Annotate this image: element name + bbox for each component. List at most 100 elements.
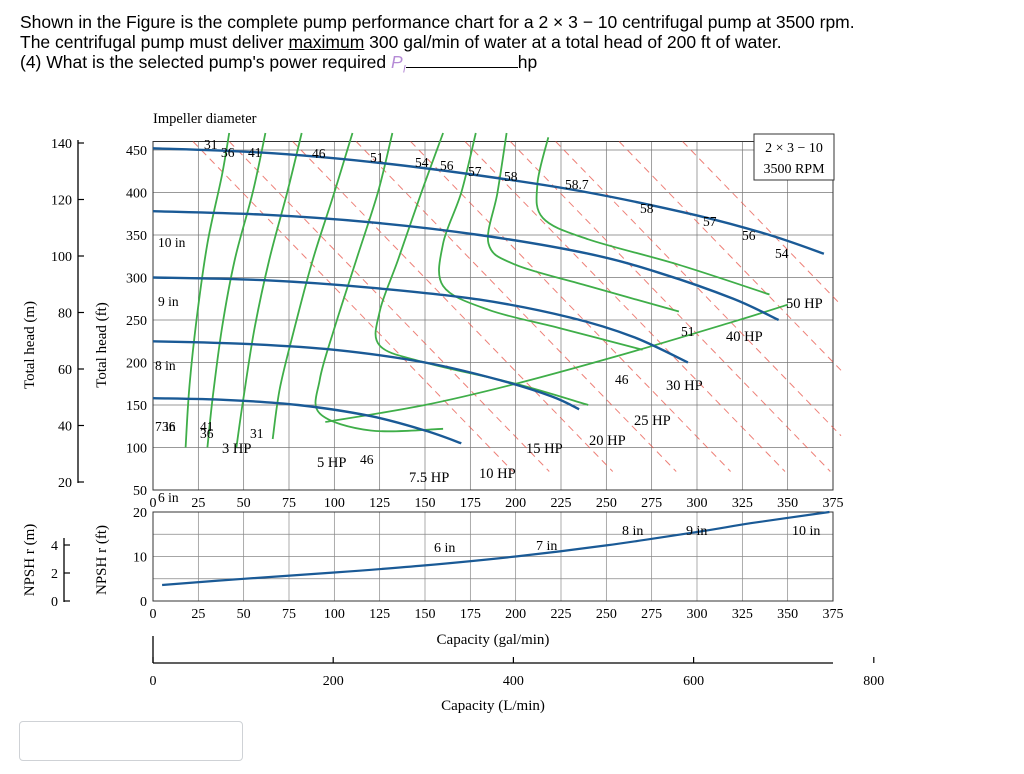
y-tick-ft: 200 <box>126 357 147 372</box>
npsh-r-curve <box>162 510 830 587</box>
power-label-25-HP: 25 HP <box>634 413 671 429</box>
efficiency-label-41: 41 <box>200 419 214 434</box>
power-line-3 <box>292 141 614 472</box>
x-tick-label: 375 <box>823 496 844 511</box>
npsh-tick-ft: 20 <box>133 506 147 521</box>
efficiency-label-31: 31 <box>204 137 218 152</box>
npsh-label: 9 in <box>686 524 707 539</box>
y-tick-ft: 450 <box>126 144 147 159</box>
efficiency-label-31: 31 <box>250 426 264 441</box>
y-tick-ft: 250 <box>126 314 147 329</box>
npsh-curve <box>162 510 830 587</box>
x-axis-label-lmin: Capacity (L/min) <box>441 698 545 714</box>
model-box <box>753 133 835 181</box>
power-label-50-HP: 50 HP <box>786 296 823 312</box>
question-line-3: (4) What is the selected pump's power re… <box>20 52 1010 80</box>
power-label-15-HP: 15 HP <box>526 441 563 457</box>
power-label-5-HP: 5 HP <box>317 455 346 471</box>
chart-title: Impeller diameter <box>153 111 257 127</box>
npsh-axis-label-m: NPSH r (m) <box>22 524 38 597</box>
chart-grid <box>152 141 834 602</box>
x-tick-label: 250 <box>596 496 617 511</box>
efficiency-label-51: 51 <box>681 324 695 339</box>
npsh-label: 6 in <box>434 541 455 556</box>
npsh-axis-label-ft: NPSH r (ft) <box>94 525 110 595</box>
efficiency-label-41: 41 <box>248 145 262 160</box>
power-lines <box>192 141 842 472</box>
model-box-line-1: 2 × 3 − 10 <box>765 141 823 156</box>
npsh-x-tick-label: 200 <box>505 607 526 622</box>
y-tick-m: 120 <box>51 194 72 209</box>
efficiency-label-56: 56 <box>742 228 756 243</box>
y-tick-ft: 100 <box>126 442 147 457</box>
npsh-label: 10 in <box>792 524 820 539</box>
lmin-tick-label: 200 <box>323 674 344 689</box>
impeller-label: 9 in <box>158 294 179 309</box>
npsh-x-tick-label: 275 <box>641 607 662 622</box>
plot-frame <box>152 141 834 491</box>
y-tick-m: 20 <box>58 476 72 491</box>
power-label-10-HP: 10 HP <box>479 466 516 482</box>
x-tick-label: 50 <box>237 496 251 511</box>
y-axis-label-ft: Total head (ft) <box>94 302 110 388</box>
y-tick-ft: 350 <box>126 229 147 244</box>
question-text: Shown in the Figure is the complete pump… <box>20 12 1010 80</box>
power-symbol-letter: P <box>391 52 403 72</box>
impeller-label: 7 in <box>155 419 176 434</box>
npsh-x-tick-label: 175 <box>460 607 481 622</box>
npsh-label: 8 in <box>622 524 643 539</box>
x-tick-label: 125 <box>369 496 390 511</box>
npsh-x-tick-label: 150 <box>415 607 436 622</box>
npsh-x-tick-label: 100 <box>324 607 345 622</box>
chart-labels: 10 in 9 in 8 in 7 in 6 in 6 in 7 in 8 in 9 in 10 … <box>153 111 835 556</box>
efficiency-curve-7 <box>438 132 643 351</box>
efficiency-curve-5 <box>314 132 444 433</box>
impeller-curve-10-in <box>152 147 825 255</box>
x-tick-label: 275 <box>641 496 662 511</box>
npsh-x-tick-label: 125 <box>369 607 390 622</box>
impeller-label: 6 in <box>158 490 179 505</box>
question-maximum-word: maximum <box>288 32 365 52</box>
answer-input[interactable] <box>19 721 243 761</box>
efficiency-label-58: 58 <box>504 169 518 184</box>
efficiency-label-58-7: 58.7 <box>565 177 589 192</box>
x-axis-label: Capacity (gal/min) <box>437 632 550 648</box>
efficiency-curve-6 <box>374 132 589 406</box>
lmin-tick-label: 600 <box>683 674 704 689</box>
efficiency-curve-10 <box>325 303 788 423</box>
npsh-x-tick-label: 250 <box>596 607 617 622</box>
efficiency-curves <box>184 132 788 448</box>
impeller-curves <box>152 147 825 445</box>
y-tick-ft: 50 <box>133 484 147 499</box>
npsh-x-tick-label: 25 <box>191 607 205 622</box>
npsh-x-tick-label: 300 <box>687 607 708 622</box>
efficiency-label-56: 56 <box>440 158 454 173</box>
npsh-tick-m: 0 <box>51 595 58 610</box>
power-line-10 <box>682 141 842 306</box>
pump-performance-chart: 10 in 9 in 8 in 7 in 6 in 6 in 7 in 8 in 9 in 10 … <box>22 111 884 714</box>
npsh-tick-m: 2 <box>51 567 58 582</box>
x-tick-label: 75 <box>282 496 296 511</box>
power-label-20-HP: 20 HP <box>589 433 626 449</box>
power-label-40-HP: 40 HP <box>726 329 763 345</box>
impeller-curve-8-in <box>152 276 689 364</box>
npsh-tick-ft: 10 <box>133 551 147 566</box>
y-tick-m: 40 <box>58 420 72 435</box>
power-line-2 <box>228 141 550 472</box>
power-line-6 <box>464 141 786 472</box>
efficiency-curve-2 <box>206 132 267 448</box>
efficiency-label-36: 36 <box>200 426 214 441</box>
efficiency-label-51: 51 <box>370 150 384 165</box>
power-line-8 <box>555 141 842 437</box>
npsh-x-tick-label: 75 <box>282 607 296 622</box>
x-tick-label: 325 <box>732 496 753 511</box>
x-tick-label: 150 <box>415 496 436 511</box>
efficiency-curve-3 <box>235 132 303 448</box>
y-tick-ft: 300 <box>126 272 147 287</box>
x-tick-label: 25 <box>191 496 205 511</box>
efficiency-label-57: 57 <box>468 164 482 179</box>
npsh-x-tick-label: 50 <box>237 607 251 622</box>
npsh-x-tick-label: 350 <box>777 607 798 622</box>
power-symbol: PI <box>391 52 406 76</box>
x-tick-label: 225 <box>551 496 572 511</box>
